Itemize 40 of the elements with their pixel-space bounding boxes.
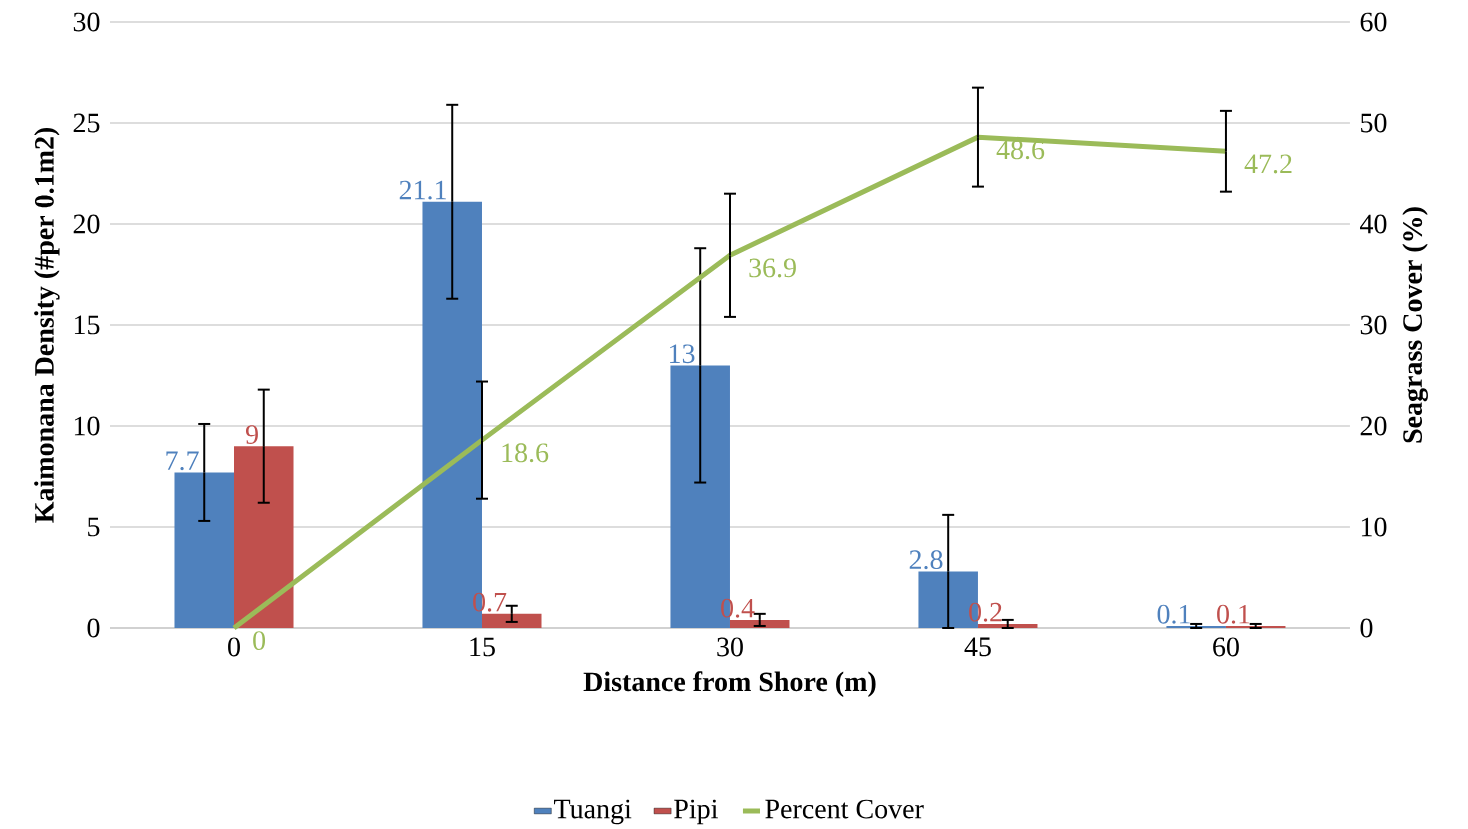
y2-tick-label: 60: [1360, 12, 1387, 32]
legend-label: Percent Cover: [765, 799, 924, 819]
bar: [977, 623, 1038, 628]
y2-tick-label: 40: [1360, 214, 1387, 234]
data-label: 47.2: [1244, 154, 1292, 174]
y2-tick-label: 10: [1361, 517, 1387, 537]
data-label: 9: [245, 425, 258, 444]
y-tick-label: 20: [73, 214, 100, 234]
x-axis-title: Distance from Shore (m): [583, 671, 876, 697]
x-tick-label: 15: [470, 637, 495, 657]
data-label: 0.1: [1157, 604, 1190, 624]
data-label: 21.1: [399, 180, 446, 200]
data-label: 13: [670, 344, 695, 364]
x-tick-label: 60: [1213, 637, 1239, 657]
bar: [234, 446, 294, 628]
data-label: 18.6: [502, 443, 549, 463]
y-tick-label: 0: [87, 618, 100, 638]
y-tick-label: 30: [73, 12, 100, 32]
bar: [729, 619, 790, 628]
y-tick-label: 15: [74, 315, 100, 335]
data-label: 0.1: [1217, 604, 1250, 624]
y2-tick-label: 0: [1360, 618, 1373, 638]
legend-label: Pipi: [674, 799, 718, 825]
y-tick-label: 5: [88, 517, 100, 537]
bar: [481, 613, 542, 628]
y2-tick-label: 50: [1361, 113, 1387, 133]
x-tick-label: 0: [228, 637, 240, 657]
x-tick-label: 30: [717, 637, 743, 657]
y-tick-label: 25: [73, 113, 100, 133]
legend-label: Tuangi: [554, 799, 632, 825]
data-label: 7.7: [166, 451, 199, 471]
x-tick-label: 45: [964, 637, 991, 657]
data-label: 36.9: [749, 258, 796, 278]
y2-tick-label: 20: [1360, 416, 1387, 436]
y-axis-title: Kaimonana Density (#per 0.1m2): [34, 127, 60, 523]
y2-axis-title: Seagrass Cover (%): [1402, 207, 1428, 443]
y2-tick-label: 30: [1360, 315, 1387, 335]
bar: [174, 472, 234, 628]
data-label: 2.8: [909, 550, 943, 570]
y-tick-label: 10: [74, 416, 100, 436]
